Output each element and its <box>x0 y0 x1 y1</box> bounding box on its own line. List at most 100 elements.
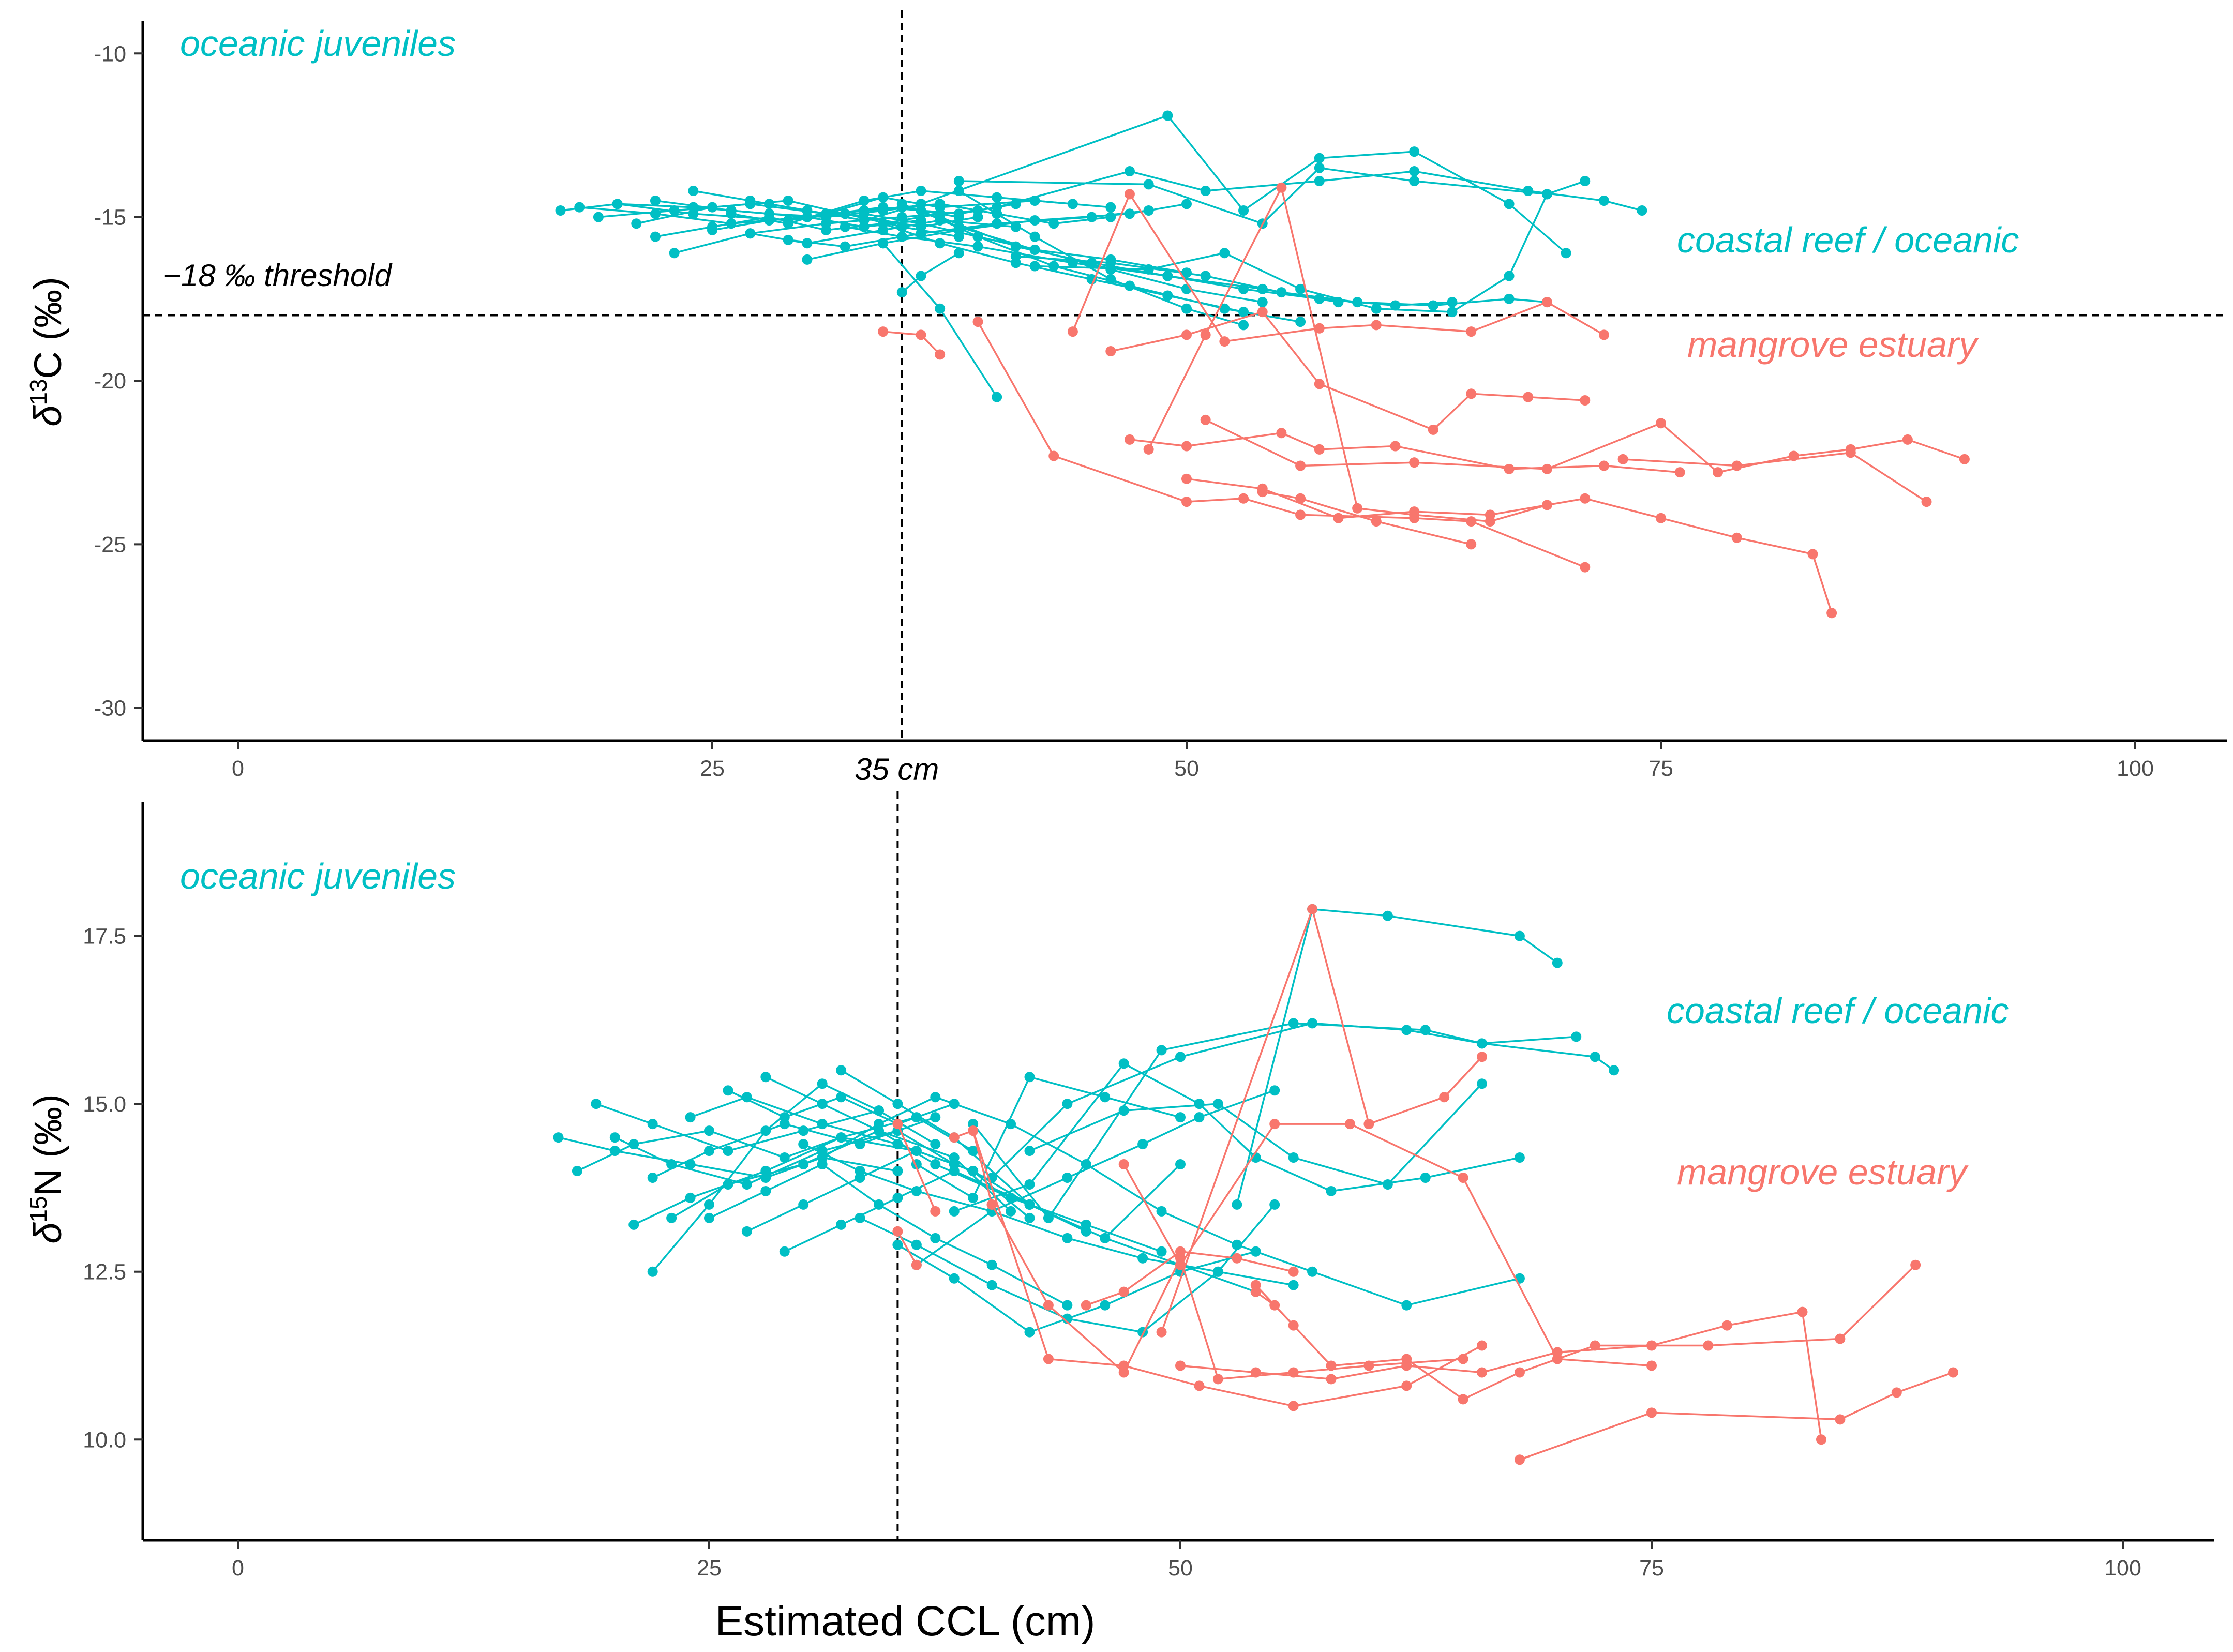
mangrove-line <box>1205 419 1965 474</box>
mangrove-point <box>1288 1401 1299 1411</box>
mangrove-point <box>1124 434 1135 445</box>
mangrove-point <box>1048 450 1059 461</box>
coastal-series <box>911 1072 1186 1203</box>
coastal-point <box>1024 1327 1035 1338</box>
coastal-series <box>986 1018 1620 1183</box>
coastal-series <box>935 212 1458 311</box>
mangrove-point <box>1200 329 1211 340</box>
mangrove-line <box>1255 1264 1916 1401</box>
coastal-line <box>901 252 960 293</box>
coastal-point <box>1314 153 1325 163</box>
coastal-point <box>1288 1152 1299 1163</box>
coastal-point <box>992 192 1002 203</box>
mangrove-series <box>892 1226 922 1270</box>
coastal-point <box>650 196 661 206</box>
coastal-point <box>1326 1185 1337 1196</box>
coastal-series <box>992 166 1647 216</box>
coastal-series <box>1232 904 1563 1210</box>
mangrove-point <box>1238 493 1249 504</box>
mangrove-point <box>1541 463 1552 474</box>
coastal-point <box>930 1233 941 1243</box>
coastal-point <box>553 1132 564 1143</box>
coastal-point <box>935 238 946 249</box>
mangrove-point <box>1477 1052 1488 1062</box>
mangrove-point <box>1371 516 1382 527</box>
coastal-point <box>1232 1199 1242 1210</box>
coastal-series <box>704 1159 1073 1311</box>
mangrove-point <box>1541 297 1552 308</box>
coastal-series <box>916 110 1571 259</box>
coastal-point <box>878 238 889 249</box>
coastal-line <box>1015 255 1548 307</box>
mangrove-series <box>1175 1306 1826 1445</box>
coastal-point <box>1137 1139 1148 1150</box>
coastal-point <box>647 1119 658 1130</box>
coastal-point <box>555 205 566 216</box>
coastal-point <box>1062 1300 1073 1311</box>
mangrove-line <box>1110 311 1585 431</box>
coastal-point <box>1194 1112 1205 1123</box>
label-mangrove-estuary-bottom: mangrove estuary <box>1677 1152 1969 1192</box>
coastal-point <box>1162 110 1173 121</box>
mangrove-point <box>1295 493 1306 504</box>
mangrove-series <box>986 1199 1468 1385</box>
coastal-point <box>836 1219 847 1230</box>
mangrove-point <box>1466 326 1477 337</box>
coastal-point <box>1024 1212 1035 1223</box>
coastal-point <box>1212 1099 1223 1109</box>
coastal-point <box>612 199 623 209</box>
coastal-point <box>1598 196 1609 206</box>
coastal-point <box>704 1146 714 1157</box>
panel-d13c: 0 25 50 75 100 -30 -25 -20 -15 -10 δ13C (‰) ocean… <box>25 10 2227 787</box>
mangrove-point <box>1713 467 1724 478</box>
coastal-point <box>1238 205 1249 216</box>
x-tick-label: 50 <box>1168 1556 1193 1581</box>
coastal-point <box>783 234 793 245</box>
coastal-line <box>996 170 1642 212</box>
mangrove-point <box>1458 1172 1468 1183</box>
coastal-point <box>1105 202 1116 213</box>
coastal-point <box>892 1166 903 1176</box>
mangrove-point <box>1646 1407 1657 1418</box>
x-tick-label: 0 <box>232 756 244 781</box>
coastal-point <box>1100 1233 1111 1243</box>
coastal-point <box>896 287 907 298</box>
coastal-series <box>878 238 1002 402</box>
coastal-point <box>1029 261 1040 272</box>
mangrove-point <box>1314 323 1325 334</box>
coastal-point <box>1175 1112 1186 1123</box>
coastal-point <box>821 212 832 222</box>
x-tick-label: 100 <box>2104 1556 2141 1581</box>
mangrove-series <box>878 326 946 360</box>
y-tick-label: -10 <box>94 41 126 66</box>
coastal-point <box>685 1192 696 1203</box>
mangrove-point <box>1344 1119 1355 1130</box>
coastal-point <box>723 1146 733 1157</box>
mangrove-point <box>1326 1374 1337 1385</box>
coastal-line <box>859 1204 1276 1333</box>
coastal-series <box>892 1239 1261 1338</box>
coastal-line <box>655 213 940 238</box>
mangrove-point <box>1181 497 1192 507</box>
mangrove-point <box>1181 473 1192 484</box>
mangrove-point <box>1731 460 1742 471</box>
coastal-point <box>935 303 946 314</box>
mangrove-series <box>1250 1286 1299 1331</box>
coastal-point <box>591 1099 602 1109</box>
mangrove-point <box>1835 1414 1846 1425</box>
coastal-point <box>1541 189 1552 200</box>
coastal-point <box>1006 1206 1016 1217</box>
coastal-point <box>855 1166 865 1176</box>
coastal-point <box>896 231 907 242</box>
mangrove-point <box>1439 1092 1450 1103</box>
coastal-point <box>1504 293 1515 304</box>
coastal-point <box>783 196 793 206</box>
y-tick-label: 10.0 <box>83 1428 126 1452</box>
coastal-point <box>1314 162 1325 173</box>
coastal-point <box>1295 317 1306 327</box>
mangrove-point <box>1466 516 1477 527</box>
mangrove-point <box>1124 189 1135 200</box>
coastal-point <box>949 1206 960 1217</box>
coastal-point <box>911 1185 922 1196</box>
mangrove-line <box>1148 185 1548 522</box>
